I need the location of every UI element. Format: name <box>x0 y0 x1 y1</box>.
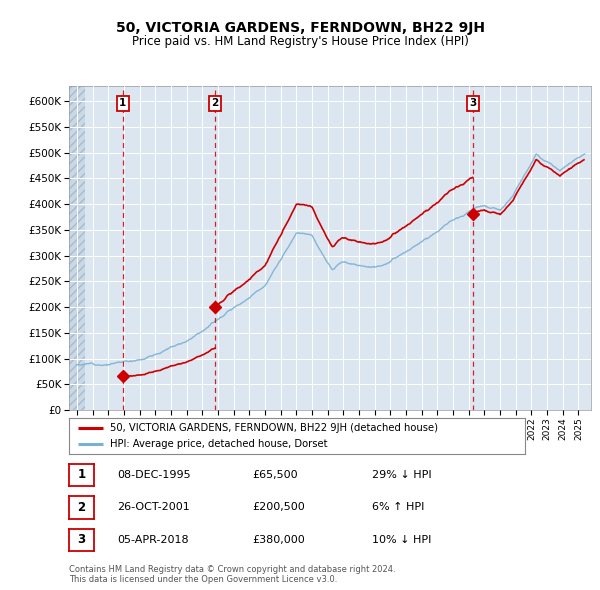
Text: 29% ↓ HPI: 29% ↓ HPI <box>372 470 431 480</box>
Text: 50, VICTORIA GARDENS, FERNDOWN, BH22 9JH (detached house): 50, VICTORIA GARDENS, FERNDOWN, BH22 9JH… <box>110 422 438 432</box>
Text: Contains HM Land Registry data © Crown copyright and database right 2024.
This d: Contains HM Land Registry data © Crown c… <box>69 565 395 584</box>
Text: £380,000: £380,000 <box>252 535 305 545</box>
Text: £65,500: £65,500 <box>252 470 298 480</box>
Text: 1: 1 <box>119 99 127 109</box>
Text: 50, VICTORIA GARDENS, FERNDOWN, BH22 9JH: 50, VICTORIA GARDENS, FERNDOWN, BH22 9JH <box>115 21 485 35</box>
Text: 2: 2 <box>211 99 219 109</box>
Text: 05-APR-2018: 05-APR-2018 <box>117 535 188 545</box>
Text: 26-OCT-2001: 26-OCT-2001 <box>117 503 190 512</box>
Text: HPI: Average price, detached house, Dorset: HPI: Average price, detached house, Dors… <box>110 440 328 450</box>
Text: 08-DEC-1995: 08-DEC-1995 <box>117 470 191 480</box>
Text: £200,500: £200,500 <box>252 503 305 512</box>
Text: 3: 3 <box>77 533 86 546</box>
Text: Price paid vs. HM Land Registry's House Price Index (HPI): Price paid vs. HM Land Registry's House … <box>131 35 469 48</box>
Text: 6% ↑ HPI: 6% ↑ HPI <box>372 503 424 512</box>
Text: 3: 3 <box>469 99 476 109</box>
Text: 1: 1 <box>77 468 86 481</box>
Text: 2: 2 <box>77 501 86 514</box>
Bar <box>69 86 85 410</box>
Text: 10% ↓ HPI: 10% ↓ HPI <box>372 535 431 545</box>
